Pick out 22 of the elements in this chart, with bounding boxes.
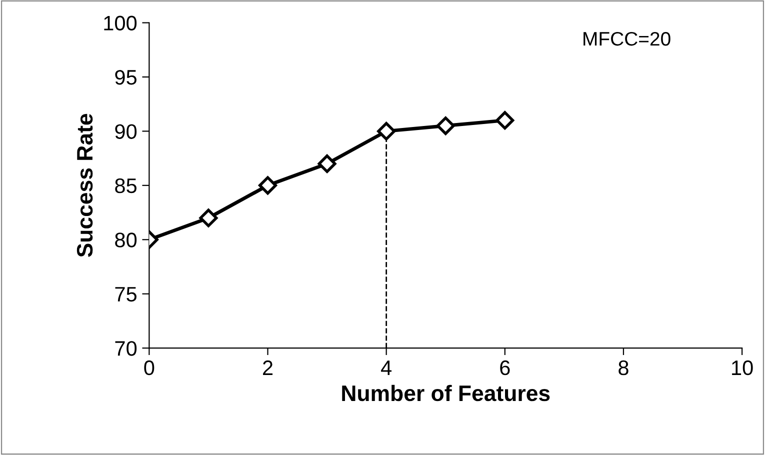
y-tick-label: 85 bbox=[115, 178, 136, 194]
y-tick-label: 75 bbox=[115, 287, 136, 302]
x-tick-label: 8 bbox=[618, 360, 628, 376]
x-tick-label: 4 bbox=[381, 360, 392, 375]
point bbox=[318, 154, 336, 173]
x-tick-label: 6 bbox=[500, 360, 510, 376]
annotation: MFCC=20 bbox=[584, 32, 670, 46]
x-tick-label: 0 bbox=[144, 360, 154, 376]
point bbox=[436, 116, 455, 136]
y-tick-label: 80 bbox=[115, 232, 137, 248]
y-tick-label: 95 bbox=[115, 70, 136, 85]
x-axis-title: Number of Features bbox=[342, 384, 550, 402]
point bbox=[496, 111, 514, 130]
x-tick-label: 2 bbox=[263, 360, 272, 375]
y-tick-label: 90 bbox=[115, 124, 137, 139]
x-tick-label: 10 bbox=[732, 360, 753, 376]
point bbox=[258, 176, 277, 195]
y-tick-label: 100 bbox=[104, 16, 137, 31]
point bbox=[199, 208, 218, 228]
y-axis-title: Success Rate bbox=[76, 114, 93, 258]
y-tick-label: 70 bbox=[115, 341, 137, 356]
point bbox=[377, 122, 396, 140]
